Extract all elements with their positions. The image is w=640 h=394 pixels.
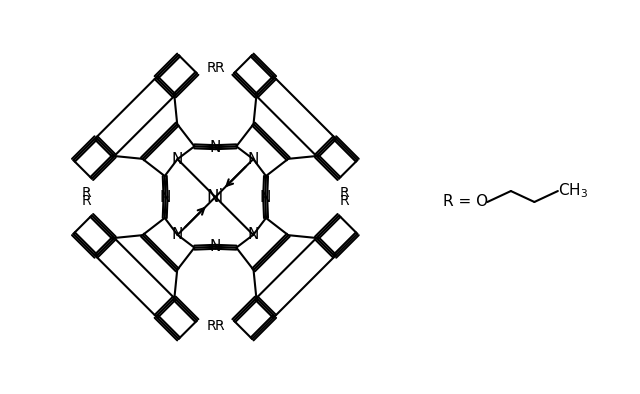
- Text: Ni: Ni: [207, 188, 224, 206]
- Text: R: R: [340, 194, 349, 208]
- Text: R = O: R = O: [443, 195, 488, 210]
- Text: R: R: [215, 319, 225, 333]
- Text: R: R: [206, 319, 216, 333]
- Text: N: N: [210, 140, 221, 155]
- Text: R: R: [340, 186, 349, 200]
- Text: N: N: [160, 190, 172, 204]
- Text: R: R: [81, 194, 91, 208]
- Text: CH$_3$: CH$_3$: [558, 182, 588, 201]
- Text: N: N: [248, 152, 259, 167]
- Text: N: N: [259, 190, 271, 204]
- Text: N: N: [210, 239, 221, 254]
- Text: N: N: [172, 227, 183, 242]
- Text: N: N: [172, 152, 183, 167]
- Text: N: N: [248, 227, 259, 242]
- Text: R: R: [215, 61, 225, 75]
- Text: R: R: [206, 61, 216, 75]
- Text: R: R: [81, 186, 91, 200]
